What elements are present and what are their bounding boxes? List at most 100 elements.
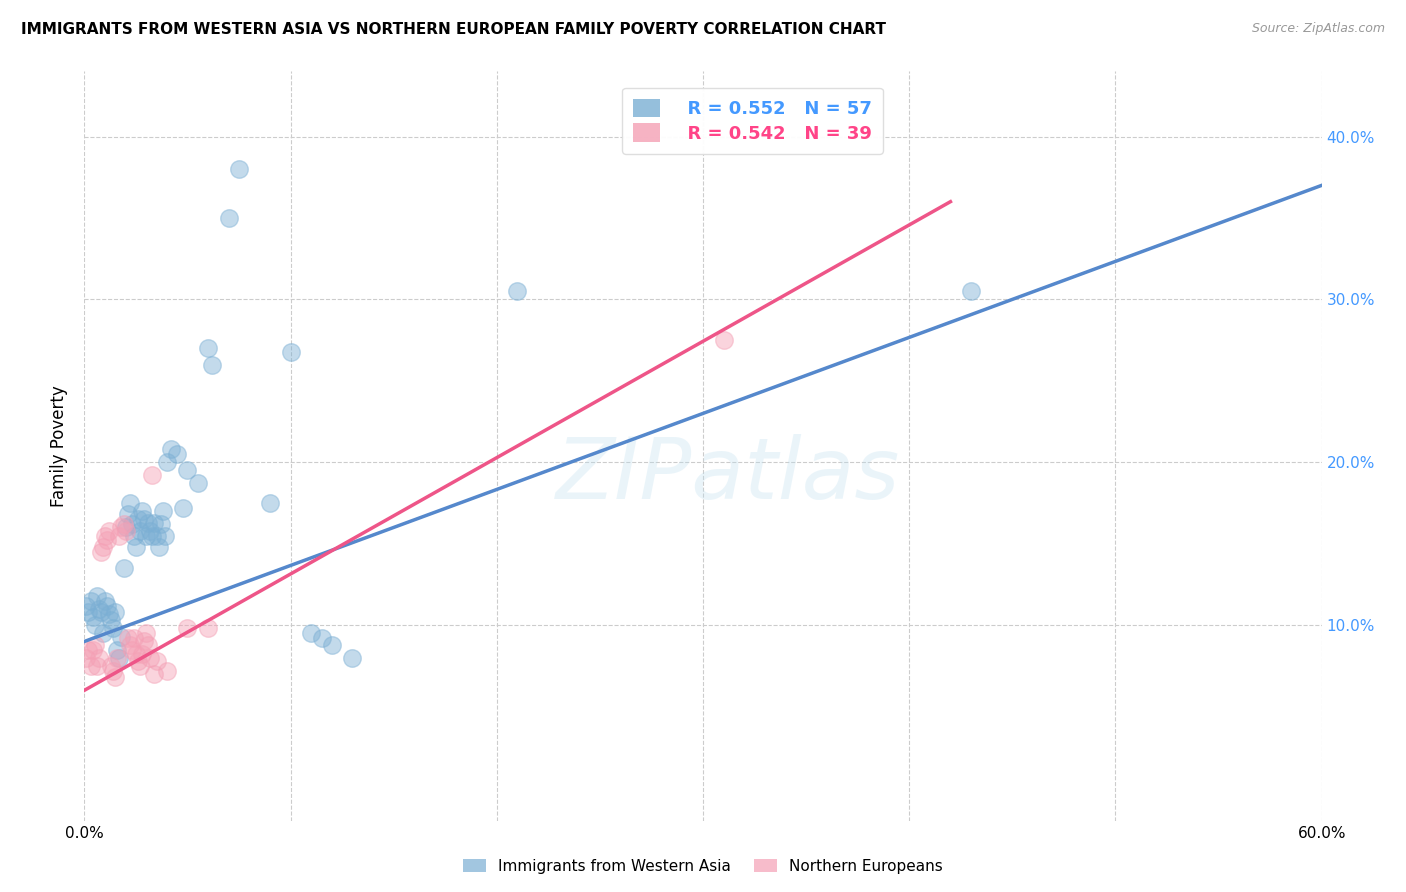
Point xyxy=(112,561,135,575)
Point xyxy=(299,626,322,640)
Point xyxy=(218,211,240,225)
Point xyxy=(156,455,179,469)
Point xyxy=(149,517,172,532)
Point xyxy=(87,602,110,616)
Point xyxy=(259,496,281,510)
Point xyxy=(131,504,153,518)
Point xyxy=(960,285,983,299)
Point xyxy=(228,162,250,177)
Point xyxy=(713,333,735,347)
Point xyxy=(110,520,132,534)
Point xyxy=(129,524,152,538)
Point xyxy=(152,504,174,518)
Point xyxy=(103,622,125,636)
Point xyxy=(153,528,176,542)
Point xyxy=(104,670,127,684)
Point xyxy=(134,512,156,526)
Point xyxy=(127,512,149,526)
Point xyxy=(136,516,159,530)
Point xyxy=(166,447,188,461)
Point xyxy=(104,605,127,619)
Point xyxy=(100,613,122,627)
Point xyxy=(148,540,170,554)
Point xyxy=(108,650,131,665)
Point xyxy=(127,654,149,668)
Point xyxy=(143,667,166,681)
Point xyxy=(145,528,167,542)
Point xyxy=(94,593,117,607)
Point xyxy=(75,650,97,665)
Point xyxy=(98,607,121,621)
Point xyxy=(129,659,152,673)
Point xyxy=(114,524,136,538)
Point xyxy=(135,626,157,640)
Point xyxy=(125,648,148,662)
Point xyxy=(103,664,125,678)
Text: ZIPatlas: ZIPatlas xyxy=(555,434,900,517)
Y-axis label: Family Poverty: Family Poverty xyxy=(51,385,69,507)
Point xyxy=(105,642,128,657)
Point xyxy=(91,626,114,640)
Point xyxy=(139,524,162,538)
Point xyxy=(134,634,156,648)
Point xyxy=(108,528,131,542)
Point xyxy=(125,540,148,554)
Point xyxy=(98,524,121,538)
Point xyxy=(75,599,97,613)
Point xyxy=(321,638,343,652)
Point xyxy=(201,358,224,372)
Point xyxy=(79,659,101,673)
Point xyxy=(83,638,105,652)
Point xyxy=(96,533,118,548)
Text: Source: ZipAtlas.com: Source: ZipAtlas.com xyxy=(1251,22,1385,36)
Point xyxy=(187,476,209,491)
Point xyxy=(83,618,105,632)
Point xyxy=(87,650,110,665)
Point xyxy=(96,599,118,613)
Point xyxy=(82,642,104,657)
Point xyxy=(280,344,302,359)
Point xyxy=(131,648,153,662)
Point xyxy=(117,631,139,645)
Point xyxy=(91,540,114,554)
Point xyxy=(342,650,364,665)
Point xyxy=(136,638,159,652)
Point xyxy=(172,500,194,515)
Point xyxy=(79,593,101,607)
Point xyxy=(121,517,143,532)
Legend:   R = 0.552   N = 57,   R = 0.542   N = 39: R = 0.552 N = 57, R = 0.542 N = 39 xyxy=(623,88,883,153)
Point xyxy=(160,442,183,457)
Point xyxy=(82,610,104,624)
Legend: Immigrants from Western Asia, Northern Europeans: Immigrants from Western Asia, Northern E… xyxy=(457,853,949,880)
Point xyxy=(506,285,529,299)
Point xyxy=(114,520,136,534)
Point xyxy=(176,463,198,477)
Point xyxy=(139,650,162,665)
Point xyxy=(143,516,166,530)
Point xyxy=(86,659,108,673)
Point xyxy=(90,545,112,559)
Point xyxy=(94,528,117,542)
Point xyxy=(77,605,100,619)
Point xyxy=(141,528,163,542)
Point xyxy=(156,664,179,678)
Point xyxy=(118,638,141,652)
Point xyxy=(122,528,145,542)
Point xyxy=(122,631,145,645)
Point xyxy=(311,631,333,645)
Point xyxy=(86,589,108,603)
Point xyxy=(117,508,139,522)
Point xyxy=(121,642,143,657)
Point xyxy=(135,528,157,542)
Point xyxy=(112,517,135,532)
Point xyxy=(118,496,141,510)
Point xyxy=(141,468,163,483)
Point xyxy=(197,622,219,636)
Point xyxy=(90,605,112,619)
Text: IMMIGRANTS FROM WESTERN ASIA VS NORTHERN EUROPEAN FAMILY POVERTY CORRELATION CHA: IMMIGRANTS FROM WESTERN ASIA VS NORTHERN… xyxy=(21,22,886,37)
Point xyxy=(105,650,128,665)
Point xyxy=(145,654,167,668)
Point xyxy=(100,659,122,673)
Point xyxy=(110,630,132,644)
Point xyxy=(77,642,100,657)
